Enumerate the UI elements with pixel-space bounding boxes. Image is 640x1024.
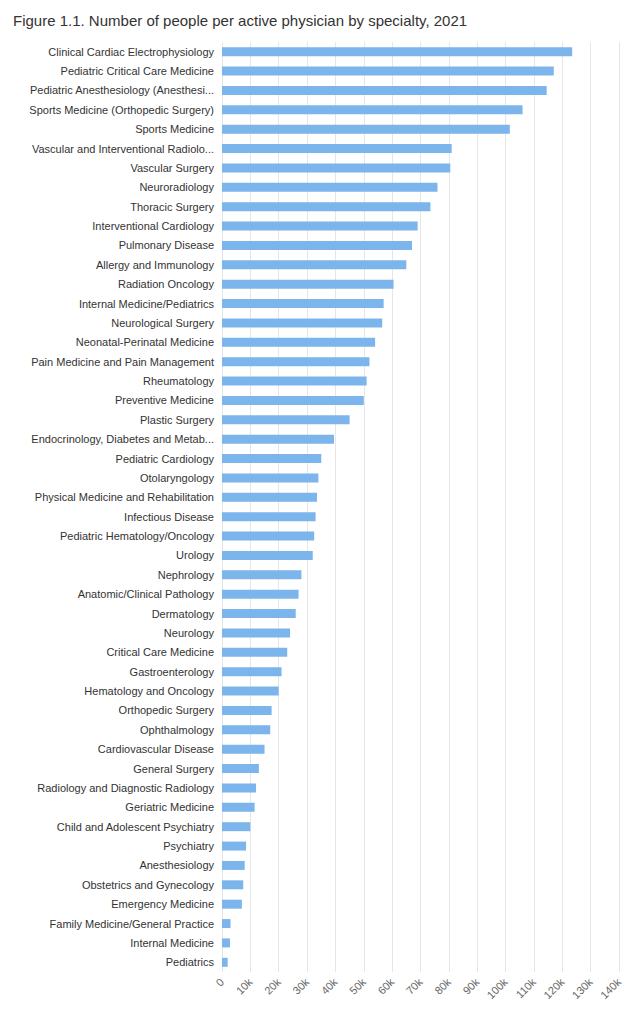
- svg-text:Vascular and Interventional Ra: Vascular and Interventional Radiolo...: [32, 143, 214, 155]
- svg-text:30k: 30k: [290, 975, 311, 996]
- svg-text:Pediatric Anesthesiology (Anes: Pediatric Anesthesiology (Anesthesi...: [30, 84, 214, 96]
- svg-text:Dermatology: Dermatology: [152, 608, 215, 620]
- svg-text:Child and Adolescent Psychiatr: Child and Adolescent Psychiatry: [57, 821, 215, 833]
- svg-text:90k: 90k: [460, 975, 481, 996]
- svg-text:Figure 1.1. Number of people p: Figure 1.1. Number of people per active …: [13, 12, 467, 29]
- svg-text:Sports Medicine: Sports Medicine: [135, 123, 214, 135]
- svg-text:Obstetrics and Gynecology: Obstetrics and Gynecology: [82, 879, 215, 891]
- svg-text:Vascular Surgery: Vascular Surgery: [130, 162, 214, 174]
- svg-text:Internal Medicine/Pediatrics: Internal Medicine/Pediatrics: [79, 298, 215, 310]
- svg-text:Pulmonary Disease: Pulmonary Disease: [119, 239, 214, 251]
- svg-text:120k: 120k: [541, 975, 567, 1001]
- svg-text:Cardiovascular Disease: Cardiovascular Disease: [98, 743, 214, 755]
- svg-text:General Surgery: General Surgery: [133, 763, 214, 775]
- svg-text:Rheumatology: Rheumatology: [143, 375, 214, 387]
- svg-text:Thoracic Surgery: Thoracic Surgery: [130, 201, 214, 213]
- svg-text:60k: 60k: [375, 975, 396, 996]
- svg-text:0: 0: [213, 976, 226, 989]
- svg-text:Pain Medicine and Pain Managem: Pain Medicine and Pain Management: [31, 356, 214, 368]
- svg-text:80k: 80k: [432, 975, 453, 996]
- svg-text:Pediatric Hematology/Oncology: Pediatric Hematology/Oncology: [60, 530, 215, 542]
- svg-text:Critical Care Medicine: Critical Care Medicine: [106, 646, 214, 658]
- svg-text:Allergy and Immunology: Allergy and Immunology: [96, 259, 215, 271]
- svg-text:Neurological Surgery: Neurological Surgery: [111, 317, 214, 329]
- svg-text:140k: 140k: [598, 975, 624, 1001]
- svg-text:Physical Medicine and Rehabili: Physical Medicine and Rehabilitation: [35, 491, 214, 503]
- svg-text:Plastic Surgery: Plastic Surgery: [140, 414, 214, 426]
- svg-text:50k: 50k: [347, 975, 368, 996]
- svg-text:Anesthesiology: Anesthesiology: [139, 859, 214, 871]
- svg-text:Gastroenterology: Gastroenterology: [130, 666, 215, 678]
- svg-text:Neonatal-Perinatal Medicine: Neonatal-Perinatal Medicine: [76, 336, 214, 348]
- svg-text:Endocrinology, Diabetes and Me: Endocrinology, Diabetes and Metab...: [31, 433, 214, 445]
- svg-text:Clinical Cardiac Electrophysio: Clinical Cardiac Electrophysiology: [48, 46, 214, 58]
- svg-text:Radiation Oncology: Radiation Oncology: [118, 278, 215, 290]
- svg-text:Anatomic/Clinical Pathology: Anatomic/Clinical Pathology: [78, 588, 215, 600]
- svg-text:Geriatric Medicine: Geriatric Medicine: [125, 801, 214, 813]
- svg-text:Psychiatry: Psychiatry: [163, 840, 214, 852]
- svg-text:Emergency Medicine: Emergency Medicine: [111, 898, 214, 910]
- svg-text:Infectious Disease: Infectious Disease: [124, 511, 214, 523]
- svg-text:Internal Medicine: Internal Medicine: [130, 937, 214, 949]
- svg-text:Pediatric Critical Care Medici: Pediatric Critical Care Medicine: [61, 65, 214, 77]
- svg-text:110k: 110k: [513, 975, 538, 1000]
- svg-text:Urology: Urology: [176, 549, 214, 561]
- svg-text:Sports Medicine (Orthopedic Su: Sports Medicine (Orthopedic Surgery): [29, 104, 214, 116]
- svg-text:Neuroradiology: Neuroradiology: [139, 181, 214, 193]
- svg-text:Otolaryngology: Otolaryngology: [140, 472, 214, 484]
- svg-text:Nephrology: Nephrology: [158, 569, 215, 581]
- svg-text:Pediatrics: Pediatrics: [166, 956, 215, 968]
- svg-text:70k: 70k: [404, 975, 425, 996]
- svg-text:Orthopedic Surgery: Orthopedic Surgery: [119, 704, 215, 716]
- svg-text:40k: 40k: [319, 975, 340, 996]
- svg-text:100k: 100k: [484, 975, 510, 1001]
- svg-text:Neurology: Neurology: [164, 627, 215, 639]
- svg-text:20k: 20k: [262, 975, 283, 996]
- svg-text:Ophthalmology: Ophthalmology: [140, 724, 214, 736]
- svg-text:Radiology and Diagnostic Radio: Radiology and Diagnostic Radiology: [37, 782, 214, 794]
- svg-text:Hematology and Oncology: Hematology and Oncology: [84, 685, 214, 697]
- svg-text:130k: 130k: [570, 975, 596, 1001]
- svg-text:10k: 10k: [234, 975, 255, 996]
- svg-text:Preventive Medicine: Preventive Medicine: [115, 394, 214, 406]
- svg-text:Interventional Cardiology: Interventional Cardiology: [92, 220, 214, 232]
- svg-text:Family Medicine/General Practi: Family Medicine/General Practice: [50, 918, 214, 930]
- svg-text:Pediatric Cardiology: Pediatric Cardiology: [116, 453, 215, 465]
